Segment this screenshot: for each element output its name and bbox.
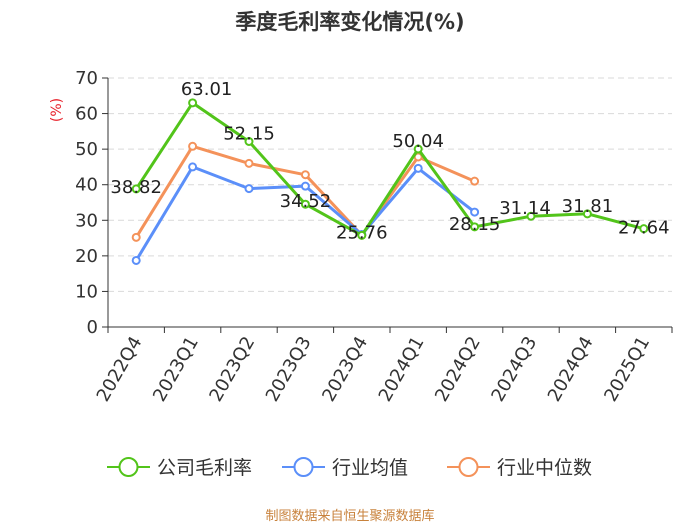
legend-item-2: 行业均值 bbox=[282, 457, 408, 479]
legend-marker-2 bbox=[293, 457, 314, 477]
y-tick-label-70: 70 bbox=[75, 68, 98, 89]
x-tick-label-2023Q1: 2023Q1 bbox=[149, 333, 203, 405]
series-point-2-2023Q2 bbox=[244, 184, 254, 194]
series-point-2-2024Q1 bbox=[413, 163, 423, 173]
grid-lines bbox=[108, 77, 672, 292]
series-point-1-2024Q4 bbox=[582, 209, 592, 219]
y-tick-label-0: 0 bbox=[87, 317, 98, 338]
chart-title: 季度毛利率变化情况(%) bbox=[235, 10, 464, 34]
source-note: 制图数据来自恒生聚源数据库 bbox=[265, 508, 434, 524]
x-tick-label-2023Q2: 2023Q2 bbox=[205, 333, 259, 405]
data-label-2024Q1: 50.04 bbox=[392, 131, 444, 152]
series-point-3-2023Q2 bbox=[244, 158, 254, 168]
series-point-1-2023Q3 bbox=[300, 199, 310, 209]
data-label-2024Q4: 31.81 bbox=[562, 196, 614, 217]
series-layer bbox=[131, 98, 649, 265]
y-tick-label-60: 60 bbox=[75, 104, 98, 125]
x-tick-label-2024Q2: 2024Q2 bbox=[431, 333, 485, 405]
legend-label-3: 行业中位数 bbox=[497, 457, 592, 479]
x-tick-label-2023Q4: 2023Q4 bbox=[318, 333, 372, 405]
series-point-1-2023Q4 bbox=[357, 230, 367, 240]
legend-label-1: 公司毛利率 bbox=[157, 457, 252, 479]
legend-marker-1 bbox=[118, 457, 139, 477]
data-label-2023Q4: 25.76 bbox=[336, 222, 388, 243]
series-point-3-2022Q4 bbox=[131, 232, 141, 242]
legend-marker-3 bbox=[458, 457, 479, 477]
y-axis-label: (%) bbox=[49, 98, 65, 122]
data-label-2024Q3: 31.14 bbox=[499, 198, 551, 219]
y-tick-label-20: 20 bbox=[75, 246, 98, 267]
y-tick-label-40: 40 bbox=[75, 175, 98, 196]
series-point-1-2025Q1 bbox=[639, 224, 649, 234]
series-point-1-2023Q2 bbox=[244, 136, 254, 146]
x-tick-label-2024Q1: 2024Q1 bbox=[375, 333, 429, 405]
series-2 bbox=[131, 162, 480, 265]
series-point-1-2022Q4 bbox=[131, 184, 141, 194]
legend: 公司毛利率 行业均值 行业中位数 bbox=[107, 457, 592, 479]
series-point-2-2023Q1 bbox=[188, 162, 198, 172]
x-tick-label-2023Q3: 2023Q3 bbox=[262, 333, 316, 405]
y-tick-label-10: 10 bbox=[75, 281, 98, 302]
series-point-3-2023Q1 bbox=[188, 141, 198, 151]
series-point-1-2024Q2 bbox=[470, 222, 480, 232]
x-tick-label-2022Q4: 2022Q4 bbox=[93, 333, 147, 405]
series-1 bbox=[131, 98, 649, 240]
series-point-2-2023Q3 bbox=[300, 181, 310, 191]
series-point-3-2024Q2 bbox=[470, 176, 480, 186]
series-point-1-2024Q3 bbox=[526, 211, 536, 221]
legend-item-3: 行业中位数 bbox=[447, 457, 592, 479]
data-label-2023Q1: 63.01 bbox=[181, 79, 233, 100]
series-point-1-2024Q1 bbox=[413, 144, 423, 154]
y-tick-label-30: 30 bbox=[75, 210, 98, 231]
x-tick-label-2024Q4: 2024Q4 bbox=[544, 333, 598, 405]
legend-item-1: 公司毛利率 bbox=[107, 457, 252, 479]
series-point-3-2023Q3 bbox=[300, 170, 310, 180]
series-point-1-2023Q1 bbox=[188, 98, 198, 108]
x-tick-label-2025Q1: 2025Q1 bbox=[600, 333, 654, 405]
data-label-2025Q1: 27.64 bbox=[618, 218, 670, 239]
y-tick-label-50: 50 bbox=[75, 139, 98, 160]
series-line-2 bbox=[134, 165, 476, 262]
data-label-2022Q4: 38.82 bbox=[110, 177, 162, 198]
series-point-2-2022Q4 bbox=[131, 255, 141, 265]
legend-label-2: 行业均值 bbox=[332, 457, 408, 479]
series-line-1 bbox=[134, 101, 645, 237]
series-point-2-2024Q2 bbox=[470, 207, 480, 217]
x-tick-label-2024Q3: 2024Q3 bbox=[487, 333, 541, 405]
data-label-2023Q3: 34.52 bbox=[280, 191, 332, 212]
data-label-2023Q2: 52.15 bbox=[223, 123, 275, 144]
data-label-2024Q2: 28.15 bbox=[449, 214, 501, 235]
